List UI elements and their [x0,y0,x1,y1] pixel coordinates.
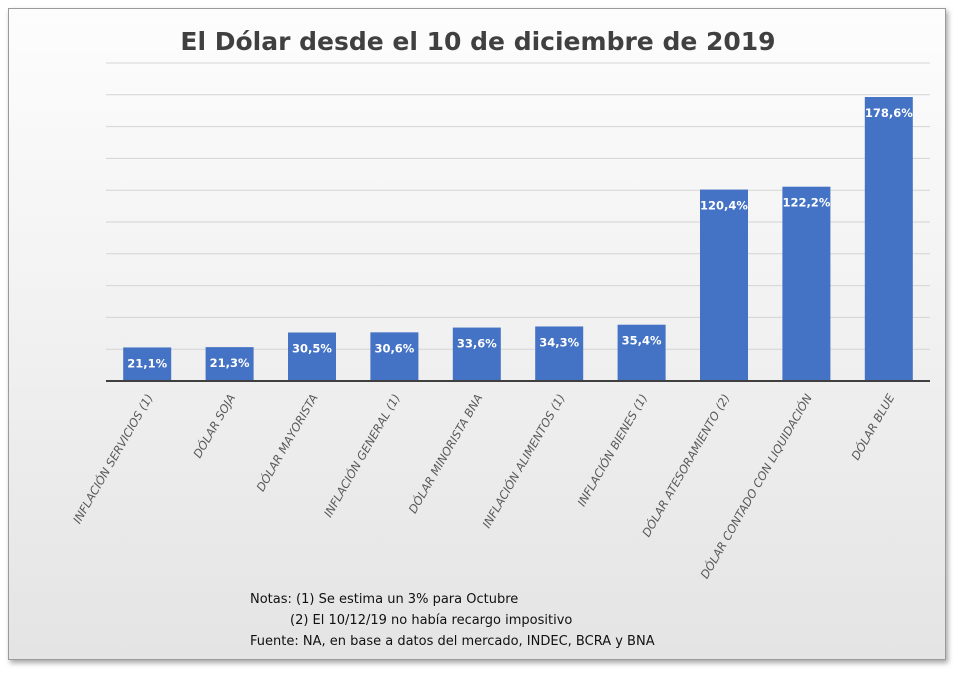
category-label: DÓLAR MAYORISTA [253,391,321,494]
data-label: 35,4% [622,334,662,348]
category-label: DÓLAR BLUE [848,390,898,462]
source-note: Fuente: NA, en base a datos del mercado,… [250,634,655,649]
data-label: 30,6% [374,341,414,355]
category-label: INFLACIÓN ALIMENTOS (1) [479,391,568,530]
bar [700,189,748,381]
category-label: DÓLAR MINORISTA BNA [405,391,486,516]
bar [205,347,254,381]
data-label: 21,1% [127,356,167,370]
data-label: 30,5% [292,342,332,356]
note-2: (2) El 10/12/19 no había recargo imposit… [290,613,572,628]
bar [370,332,419,381]
bar [535,326,584,381]
category-label: DÓLAR ATESORAMIENTO (2) [638,391,732,539]
data-label: 178,6% [865,106,913,120]
bar [864,97,913,381]
category-label: INFLACIÓN SERVICIOS (1) [69,391,156,526]
bar [782,186,831,381]
chart-title: El Dólar desde el 10 de diciembre de 201… [180,27,775,56]
bar [288,332,336,381]
category-label: INFLACIÓN GENERAL (1) [320,391,403,520]
data-label: 122,2% [782,196,830,210]
data-label: 21,3% [210,356,250,370]
note-1: Notas: (1) Se estima un 3% para Octubre [250,592,518,607]
bar [452,327,501,381]
data-label: 34,3% [539,335,579,349]
data-label: 33,6% [457,337,497,351]
data-label: 120,4% [700,199,748,213]
category-label: DÓLAR SOJA [189,391,238,460]
category-label: INFLACIÓN BIENES (1) [574,391,651,509]
bar [123,347,172,381]
bar [617,324,666,381]
